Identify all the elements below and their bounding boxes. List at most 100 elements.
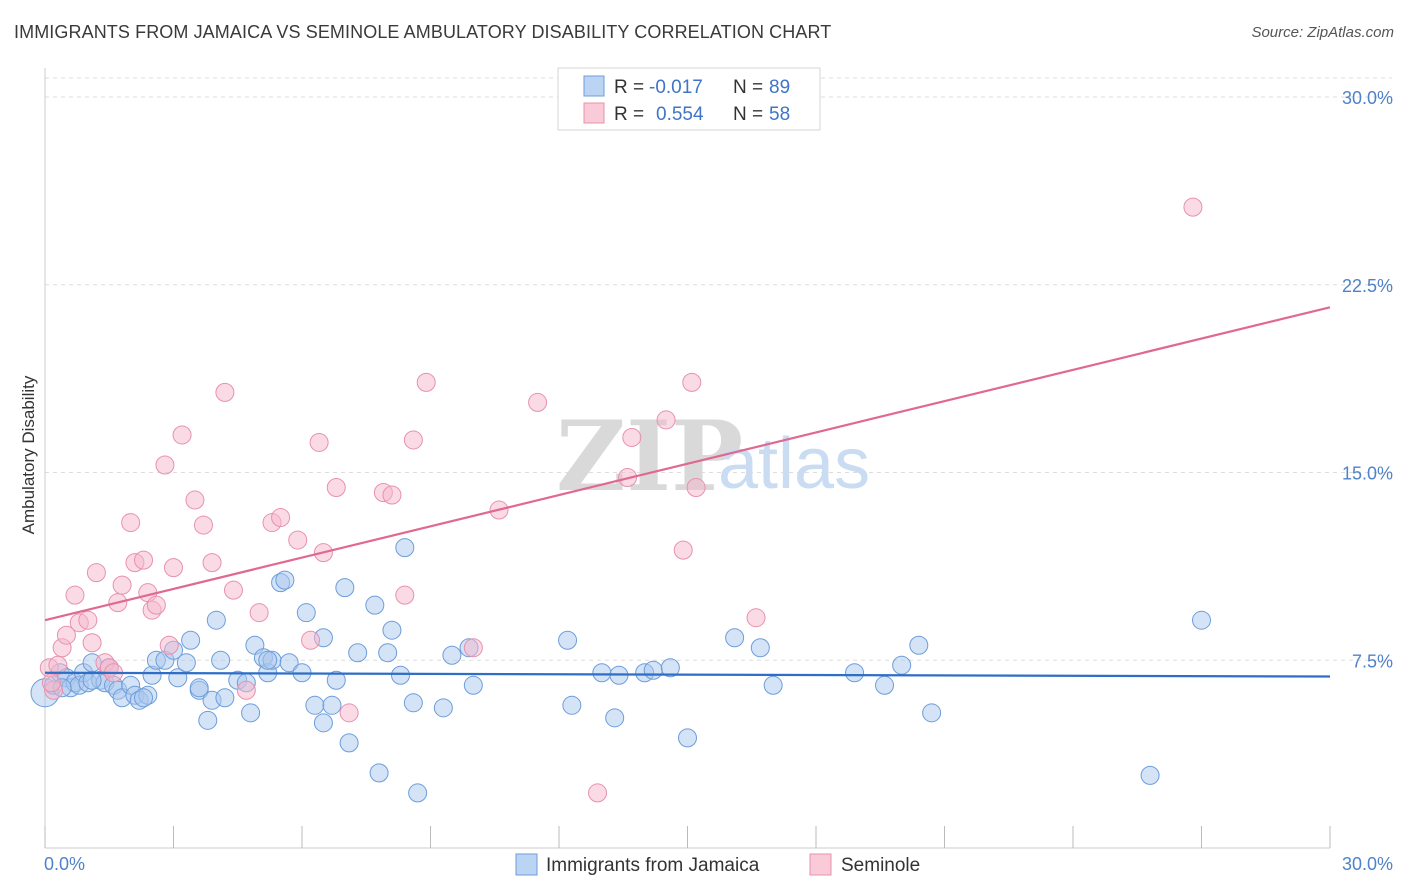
jamaica-point-28 xyxy=(198,710,218,730)
seminole-point-22 xyxy=(159,635,179,655)
seminole-point-4 xyxy=(56,625,76,645)
x-tick-label-0: 0.0% xyxy=(44,854,85,874)
jamaica-point-63 xyxy=(463,675,483,695)
seminole-trend-line xyxy=(44,306,1331,622)
correlation-legend: R = -0.017 N = 89 R = 0.554 N = 58 xyxy=(557,67,821,131)
jamaica-point-31 xyxy=(215,688,235,708)
bottom-legend-swatch-blue xyxy=(515,853,538,876)
watermark-zip: ZIP xyxy=(556,400,743,513)
jamaica-point-82 xyxy=(1192,610,1211,630)
seminole-point-21 xyxy=(155,455,175,475)
seminole-point-50 xyxy=(622,427,642,447)
seminole-point-47 xyxy=(528,392,548,412)
seminole-point-25 xyxy=(185,490,205,510)
seminole-point-44 xyxy=(416,372,436,392)
seminole-point-36 xyxy=(309,432,329,452)
y-tick-label-2: 22.5% xyxy=(1342,276,1393,296)
jamaica-point-70 xyxy=(643,660,663,680)
y-axis-label: Ambulatory Disability xyxy=(19,375,38,534)
y-tick-labels: 7.5% 15.0% 22.5% 30.0% xyxy=(1342,88,1393,671)
jamaica-point-64 xyxy=(558,630,578,650)
trend-lines xyxy=(44,306,1331,678)
y-tick-label-0: 7.5% xyxy=(1352,651,1393,671)
jamaica-point-32 xyxy=(206,610,226,630)
seminole-point-29 xyxy=(223,580,243,600)
seminole-point-20 xyxy=(146,595,166,615)
seminole-point-55 xyxy=(746,608,766,628)
jamaica-point-44 xyxy=(296,603,316,623)
seminole-point-24 xyxy=(172,425,192,445)
jamaica-point-51 xyxy=(348,643,368,663)
seminole-point-14 xyxy=(112,575,132,595)
seminole-point-27 xyxy=(202,553,222,573)
seminole-point-9 xyxy=(86,563,106,583)
axes xyxy=(44,68,1331,849)
jamaica-point-49 xyxy=(335,578,355,598)
seminole-point-53 xyxy=(682,372,702,392)
chart-source: Source: ZipAtlas.com xyxy=(1251,24,1394,41)
jamaica-point-61 xyxy=(442,645,462,665)
jamaica-point-65 xyxy=(562,695,582,715)
jamaica-point-58 xyxy=(403,693,423,713)
seminole-point-39 xyxy=(339,703,359,723)
x-tick-labels: 0.0% 30.0% xyxy=(44,854,1393,874)
jamaica-point-71 xyxy=(660,658,680,678)
bottom-legend-label-jamaica: Immigrants from Jamaica xyxy=(546,855,760,876)
legend-n-label-2: N = xyxy=(733,104,763,125)
jamaica-point-75 xyxy=(763,675,783,695)
bottom-legend-swatch-pink xyxy=(809,853,832,876)
y-tick-label-1: 15.0% xyxy=(1342,464,1393,484)
jamaica-point-46 xyxy=(313,713,333,733)
jamaica-point-72 xyxy=(678,728,697,748)
jamaica-point-85 xyxy=(82,670,102,690)
jamaica-point-59 xyxy=(408,783,428,803)
jamaica-point-73 xyxy=(725,628,745,648)
seminole-point-56 xyxy=(1183,197,1203,217)
jamaica-point-53 xyxy=(369,763,389,783)
seminole-point-43 xyxy=(403,430,423,450)
jamaica-point-76 xyxy=(845,663,865,683)
legend-swatch-pink xyxy=(583,102,605,124)
seminole-point-35 xyxy=(301,630,321,650)
jamaica-trend-line xyxy=(44,671,1331,678)
seminole-point-31 xyxy=(249,603,269,623)
jamaica-point-81 xyxy=(1140,765,1160,785)
seminole-point-23 xyxy=(164,558,183,578)
jamaica-point-35 xyxy=(241,703,261,723)
jamaica-point-54 xyxy=(378,643,398,663)
jamaica-point-47 xyxy=(322,695,342,715)
legend-r-value-2: 0.554 xyxy=(656,104,704,125)
series-jamaica-points xyxy=(30,538,1211,803)
y-tick-label-3: 30.0% xyxy=(1342,88,1393,108)
legend-r-label-1: R = xyxy=(614,77,644,98)
x-tick-label-1: 30.0% xyxy=(1342,854,1393,874)
seminole-point-33 xyxy=(271,508,291,528)
seminole-point-54 xyxy=(686,478,706,498)
jamaica-point-26 xyxy=(181,630,201,650)
seminole-point-7 xyxy=(78,610,98,630)
jamaica-point-74 xyxy=(750,638,770,658)
seminole-point-5 xyxy=(65,585,85,605)
jamaica-point-56 xyxy=(391,665,411,685)
legend-n-value-2: 58 xyxy=(769,104,790,125)
legend-swatch-blue xyxy=(583,75,605,97)
seminole-point-30 xyxy=(236,680,256,700)
seminole-point-34 xyxy=(288,530,308,550)
legend-r-label-2: R = xyxy=(614,104,644,125)
jamaica-point-60 xyxy=(433,698,453,718)
jamaica-point-30 xyxy=(211,650,231,670)
seminole-point-15 xyxy=(121,513,141,533)
seminole-point-2 xyxy=(48,655,68,675)
grid-lines xyxy=(45,77,1392,661)
seminole-point-42 xyxy=(395,585,415,605)
watermark-atlas: atlas xyxy=(718,424,870,504)
seminole-point-41 xyxy=(382,485,402,505)
jamaica-point-25 xyxy=(176,653,196,673)
jamaica-point-41 xyxy=(275,570,295,590)
jamaica-point-45 xyxy=(305,695,325,715)
jamaica-point-66 xyxy=(592,663,612,683)
seminole-point-52 xyxy=(673,540,693,560)
seminole-point-51 xyxy=(656,410,676,430)
seminole-point-48 xyxy=(588,783,608,803)
